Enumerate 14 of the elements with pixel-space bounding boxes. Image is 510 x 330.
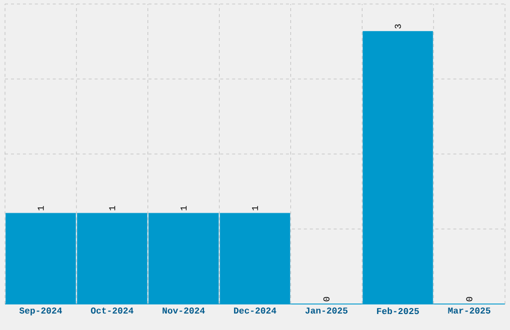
- x-tick-label: Feb-2025: [377, 308, 419, 314]
- data-label: 0: [323, 296, 330, 302]
- x-tick-label: Nov-2024: [162, 308, 205, 314]
- data-label: 1: [252, 206, 258, 210]
- x-tick-label: Jan-2025: [305, 308, 348, 314]
- data-label: 1: [38, 206, 44, 210]
- data-label: 1: [109, 206, 116, 210]
- x-tick-label: Dec-2024: [234, 308, 276, 314]
- x-tick-label: Sep-2024: [19, 308, 62, 316]
- data-label: 0: [466, 296, 472, 302]
- data-label: 1: [180, 206, 187, 210]
- x-tick-label: Mar-2025: [448, 308, 490, 314]
- data-label: 3: [394, 24, 401, 29]
- x-tick-label: Oct-2024: [90, 308, 134, 314]
